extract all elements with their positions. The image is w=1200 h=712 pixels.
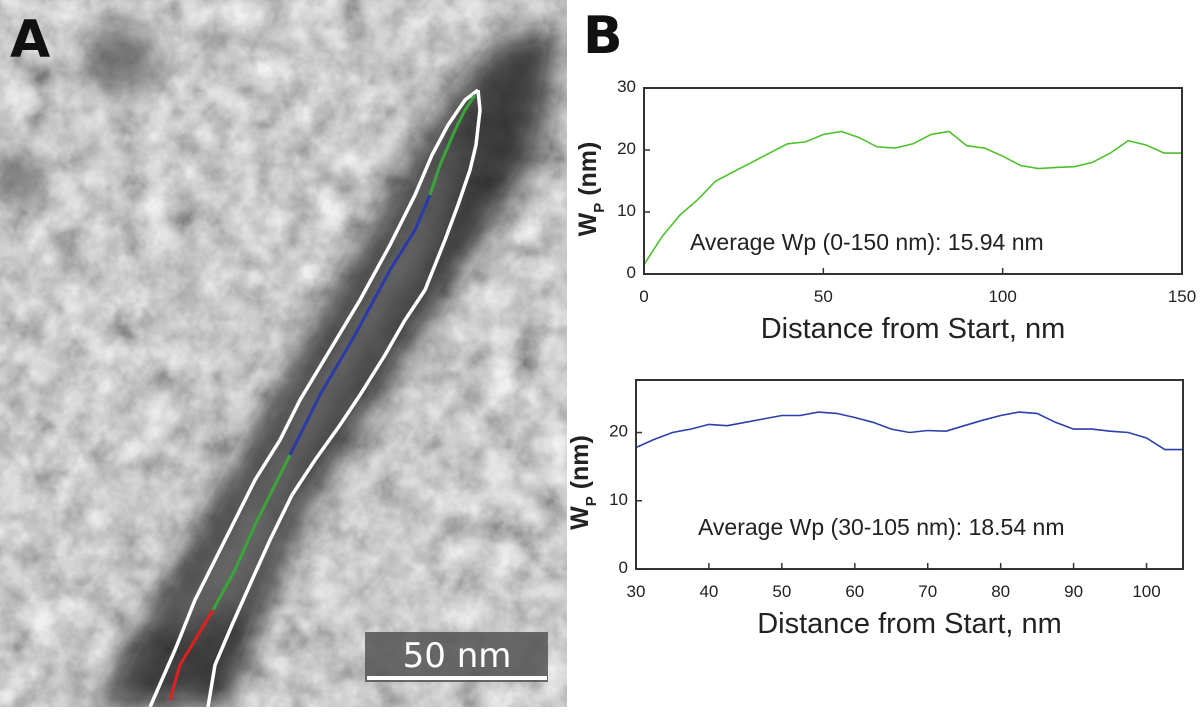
plot-frame	[635, 379, 1184, 570]
y-axis-label-unit: (nm)	[574, 142, 602, 203]
centerline-blue	[288, 194, 432, 456]
chart-bottom: 30 40 50 60 70 80 90 100 0 10 20 Distance from Star…	[560, 365, 1200, 648]
plot-frame	[643, 87, 1183, 275]
panel-b-label: B	[583, 6, 623, 66]
y-tick-label: 10	[617, 201, 636, 220]
scale-bar-label: 50 nm	[403, 636, 512, 676]
x-tick-label: 60	[845, 582, 864, 601]
centerline-green-lower	[211, 454, 292, 611]
average-annotation: Average Wp (30-105 nm): 18.54 nm	[698, 514, 1064, 540]
y-axis-label-main: W	[574, 212, 602, 236]
x-tick-label: 0	[639, 287, 648, 306]
x-tick-label: 100	[1132, 582, 1160, 601]
y-tick-label: 0	[627, 263, 636, 282]
y-tick-label: 30	[617, 77, 636, 96]
x-tick-label: 50	[814, 287, 833, 306]
x-tick-label: 40	[699, 582, 718, 601]
outline-left	[148, 88, 480, 708]
y-tick-label: 0	[619, 558, 628, 577]
x-tick-label: 70	[918, 582, 937, 601]
y-tick-label: 20	[609, 422, 628, 441]
chart-top-svg: 0 50 100 150 0 10 20 30 Distance from Start, nm W…	[574, 77, 1196, 345]
chart-top: 0 50 100 150 0 10 20 30 Distance from Start, nm W…	[560, 70, 1200, 353]
y-axis-label: WP (nm)	[566, 435, 600, 530]
x-tick-label: 80	[991, 582, 1010, 601]
x-tick-label: 50	[772, 582, 791, 601]
x-tick-label: 30	[627, 582, 646, 601]
data-line	[635, 411, 1183, 451]
y-tick-label: 20	[617, 139, 636, 158]
outline-right	[206, 89, 482, 708]
y-axis-label-sub: P	[591, 203, 608, 213]
y-tick-label: 10	[609, 490, 628, 509]
y-axis-label-main: W	[566, 506, 594, 530]
chart-bottom-svg: 30 40 50 60 70 80 90 100 0 10 20 Distance from Star…	[566, 379, 1184, 640]
centerline-red	[168, 609, 215, 701]
centerline-green-upper	[428, 94, 477, 196]
x-axis-label: Distance from Start, nm	[761, 313, 1066, 345]
x-tick-label: 90	[1064, 582, 1083, 601]
scale-bar-background	[365, 632, 548, 682]
x-axis-label: Distance from Start, nm	[757, 608, 1062, 640]
data-line	[643, 130, 1182, 266]
panel-a-label: A	[10, 10, 51, 70]
y-axis-label-unit: (nm)	[566, 435, 594, 496]
x-tick-label: 150	[1168, 287, 1196, 306]
y-axis-label-sub: P	[583, 496, 600, 506]
average-annotation: Average Wp (0-150 nm): 15.94 nm	[690, 229, 1044, 255]
x-tick-label: 100	[988, 287, 1016, 306]
y-axis-label: WP (nm)	[574, 142, 608, 237]
micrograph-image: 50 nm	[0, 0, 567, 708]
micrograph-panel: 50 nm	[0, 0, 567, 708]
